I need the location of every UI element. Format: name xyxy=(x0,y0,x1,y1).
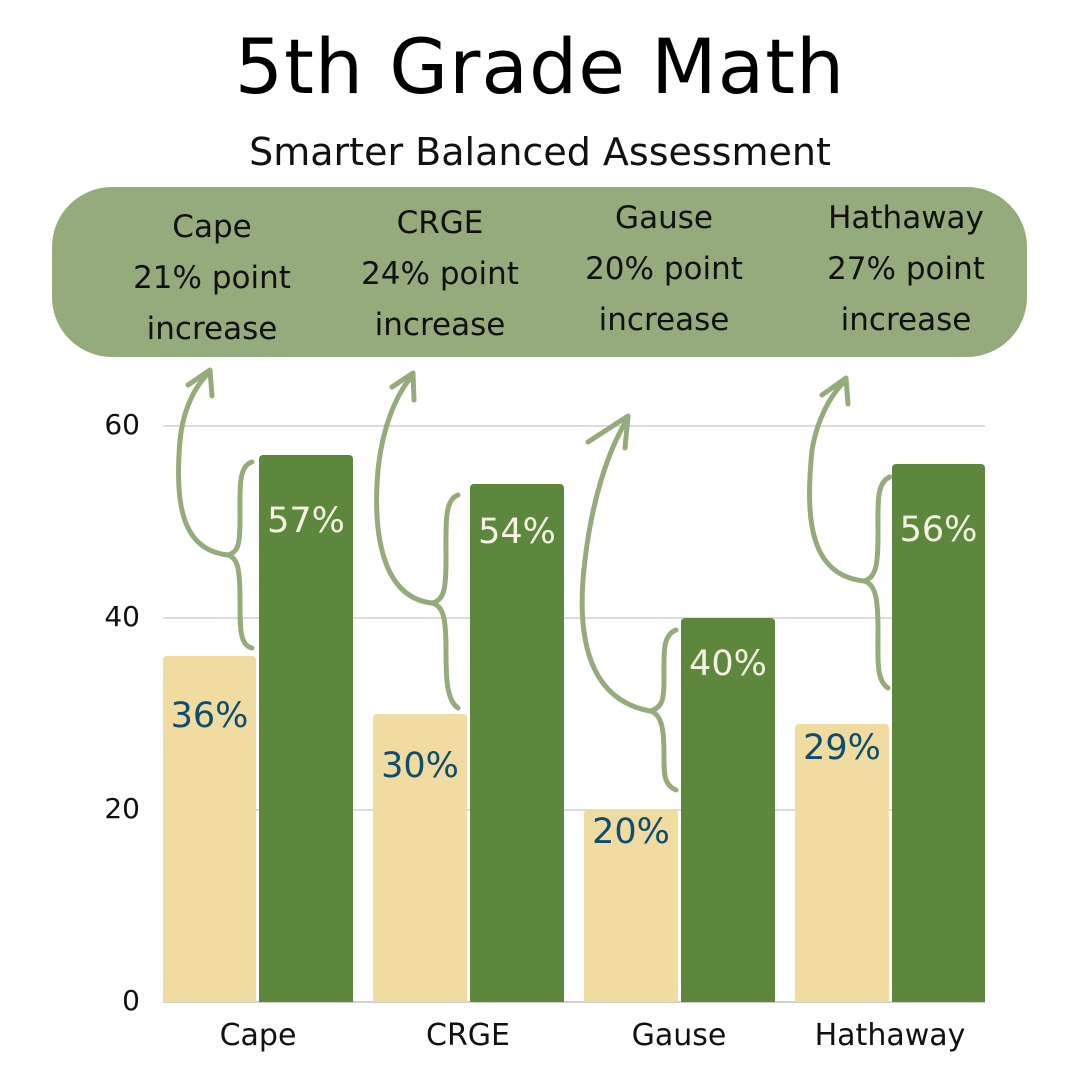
x-label-hathaway: Hathaway xyxy=(814,1018,966,1053)
callout-cape: Cape 21% point increase xyxy=(102,202,322,355)
callout-increase-word: increase xyxy=(598,302,730,338)
bar-value: 56% xyxy=(899,510,978,550)
callout-increase-word: increase xyxy=(374,307,506,343)
callout-increase-word: increase xyxy=(840,302,972,338)
x-axis-line xyxy=(163,1001,985,1003)
bar-hathaway-before: 29% xyxy=(795,724,889,1002)
y-tick-20: 20 xyxy=(104,792,140,825)
x-label-crge: CRGE xyxy=(426,1018,510,1053)
gridline-60 xyxy=(163,425,985,427)
chart-title: 5th Grade Math xyxy=(234,22,846,111)
y-tick-40: 40 xyxy=(104,600,140,633)
bar-crge-before: 30% xyxy=(373,714,467,1002)
increase-banner xyxy=(52,187,1027,357)
gridline-20 xyxy=(163,809,985,811)
brace-arrow-icon xyxy=(176,367,255,651)
brace-arrow-icon xyxy=(579,413,679,793)
callout-hathaway: Hathaway 27% point increase xyxy=(796,193,1016,346)
bar-cape-before: 36% xyxy=(163,656,256,1002)
bar-value: 30% xyxy=(381,746,459,786)
callout-increase: 27% point xyxy=(827,251,985,287)
bar-crge-after: 54% xyxy=(470,484,564,1002)
callout-school: Gause xyxy=(615,200,713,236)
callout-school: CRGE xyxy=(396,205,484,241)
gridline-40 xyxy=(163,617,985,619)
bar-value: 54% xyxy=(478,512,556,552)
chart-subtitle: Smarter Balanced Assessment xyxy=(249,130,831,174)
bar-value: 29% xyxy=(803,728,881,768)
bar-value: 40% xyxy=(689,644,767,684)
bar-cape-after: 57% xyxy=(259,455,353,1002)
bar-gause-after: 40% xyxy=(681,618,775,1002)
bar-value: 20% xyxy=(592,812,670,852)
callout-school: Hathaway xyxy=(828,200,984,236)
x-label-cape: Cape xyxy=(219,1018,297,1053)
bar-hathaway-after: 56% xyxy=(892,464,985,1002)
bar-gause-before: 20% xyxy=(584,810,678,1002)
bar-value: 57% xyxy=(267,501,345,541)
callout-increase: 20% point xyxy=(585,251,743,287)
callout-crge: CRGE 24% point increase xyxy=(330,198,550,351)
callout-gause: Gause 20% point increase xyxy=(554,193,774,346)
y-tick-60: 60 xyxy=(104,408,140,441)
callout-increase-word: increase xyxy=(146,311,278,347)
callout-increase: 24% point xyxy=(361,256,519,292)
callout-school: Cape xyxy=(172,209,252,245)
bar-value: 36% xyxy=(170,696,249,736)
x-label-gause: Gause xyxy=(631,1018,727,1053)
callout-increase: 21% point xyxy=(133,260,291,296)
brace-arrow-icon xyxy=(374,370,461,711)
y-tick-0: 0 xyxy=(122,984,140,1017)
